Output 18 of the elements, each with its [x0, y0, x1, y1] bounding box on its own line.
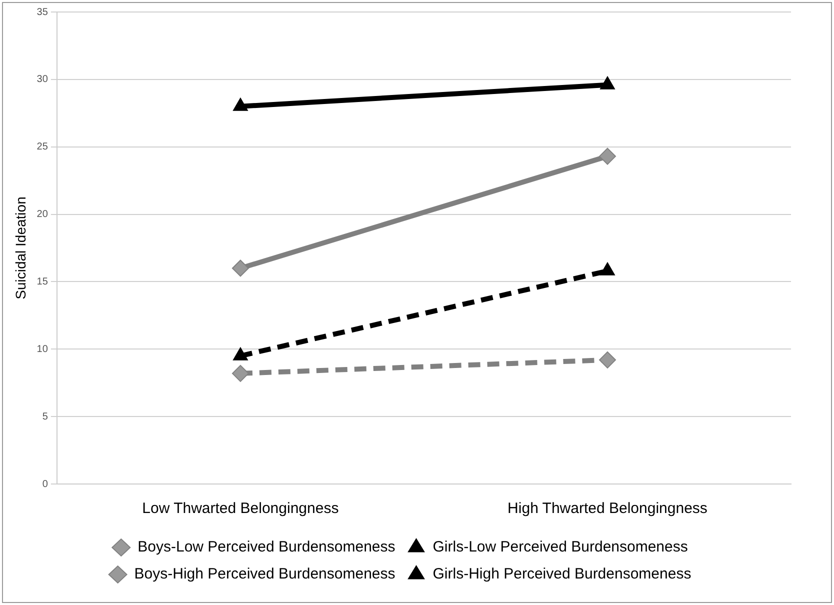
point: [232, 260, 249, 277]
legend-label: Boys-Low Perceived Burdensomeness: [138, 538, 396, 556]
y-tick-label: 15: [36, 276, 48, 288]
y-tick-label: 25: [36, 142, 48, 153]
y-tick-label: 0: [42, 478, 48, 490]
point: [232, 364, 249, 382]
y-tick-label: 30: [36, 74, 48, 86]
legend-label: Girls-Low Perceived Burdensomeness: [432, 538, 688, 556]
y-axis-title: Suicidal Ideation: [12, 196, 28, 300]
point: [598, 351, 616, 368]
y-tick-label: 10: [36, 344, 48, 355]
y-tick-label: 5: [42, 411, 48, 422]
legend-label: Girls-High Perceived Burdensomeness: [432, 566, 692, 583]
x-tick-label: High Thwarted Belongingness: [508, 500, 708, 518]
y-tick-label: 20: [36, 209, 48, 220]
legend-label: Boys-High Perceived Burdensomeness: [134, 566, 396, 583]
y-tick-label: 35: [36, 6, 48, 18]
x-tick-label: Low Thwarted Belongingness: [142, 500, 339, 518]
